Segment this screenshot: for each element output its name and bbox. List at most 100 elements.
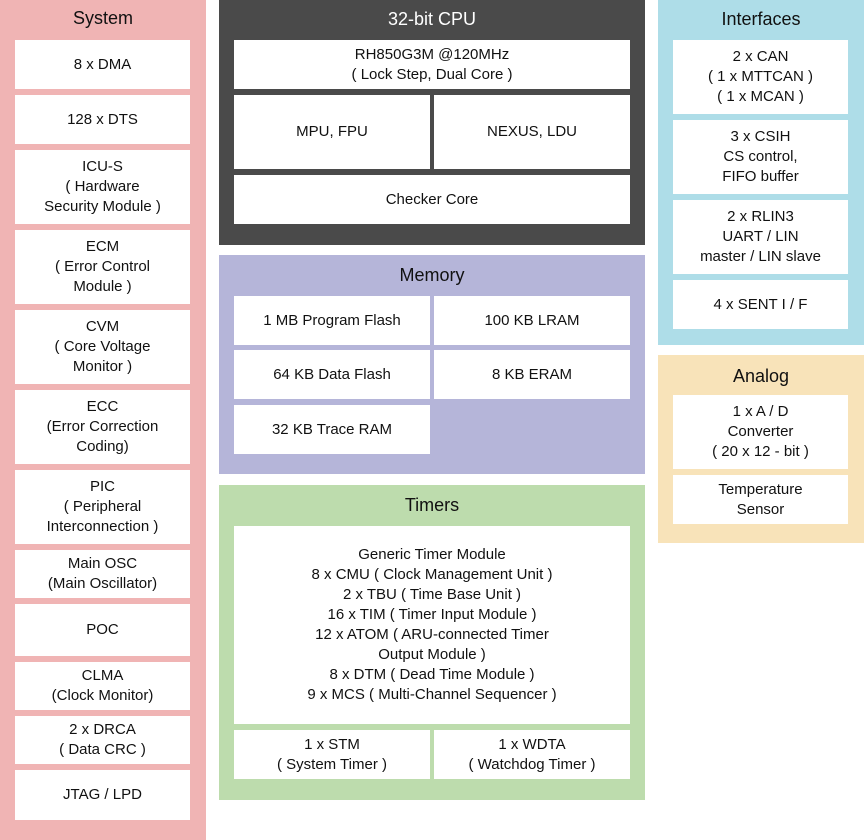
block: POC: [15, 604, 190, 656]
block-text: Sensor: [736, 500, 785, 518]
block-text: ( Lock Step, Dual Core ): [351, 65, 513, 83]
block: ECC (Error Correction Coding): [15, 390, 190, 464]
block-text: JTAG / LPD: [63, 786, 142, 803]
block-text: 2 x RLIN3: [727, 208, 794, 225]
block-text: ECM: [85, 238, 120, 255]
section-title: System: [72, 8, 133, 28]
block: 128 x DTS: [15, 95, 190, 144]
block: CLMA (Clock Monitor): [15, 662, 190, 710]
block: RH850G3M @120MHz ( Lock Step, Dual Core ): [234, 40, 630, 89]
block-text: PIC: [89, 478, 115, 495]
block-text: ( System Timer ): [276, 755, 387, 773]
block-text: ( Hardware: [65, 178, 140, 195]
block-text: 8 KB ERAM: [491, 365, 573, 383]
block-text: 100 KB LRAM: [484, 311, 580, 329]
block-text: Temperature: [718, 480, 803, 498]
block-text: 3 x CSIH: [730, 128, 791, 145]
block: 1 x WDTA ( Watchdog Timer ): [434, 730, 630, 779]
block-text: 64 KB Data Flash: [273, 365, 391, 383]
block: 2 x RLIN3 UART / LIN master / LIN slave: [673, 200, 848, 274]
block-text: (Error Correction: [46, 418, 159, 435]
block-text: CLMA: [81, 667, 124, 684]
block: MPU, FPU: [234, 95, 430, 169]
block-text: 2 x CAN: [732, 48, 789, 65]
block-text: MPU, FPU: [296, 123, 368, 140]
block: ICU-S ( Hardware Security Module ): [15, 150, 190, 224]
block-text: UART / LIN: [722, 228, 799, 245]
block: 2 x DRCA ( Data CRC ): [15, 716, 190, 764]
block-text: ECC: [86, 398, 119, 415]
block-text: ( Peripheral: [63, 498, 142, 515]
block: Main OSC (Main Oscillator): [15, 550, 190, 598]
block: Checker Core: [234, 175, 630, 224]
block: 1 x STM ( System Timer ): [234, 730, 430, 779]
block-text: 2 x TBU ( Time Base Unit ): [342, 586, 522, 603]
block: ECM ( Error Control Module ): [15, 230, 190, 304]
block-text: ( Core Voltage: [54, 338, 151, 355]
section-title: Timers: [404, 495, 460, 515]
section-panel: Timers Generic Timer Module 8 x CMU ( Cloc…: [219, 485, 645, 800]
block-text: 128 x DTS: [67, 110, 138, 128]
block-text: Output Module ): [378, 646, 486, 663]
block-text: 1 x STM: [304, 735, 360, 753]
block-text: 1 x WDTA: [498, 735, 566, 753]
block-text: CS control,: [723, 148, 798, 165]
section-title: Interfaces: [721, 9, 801, 29]
block-text: ICU-S: [82, 158, 123, 175]
block: Temperature Sensor: [673, 475, 848, 524]
block-text: ( 1 x MCAN ): [717, 88, 804, 105]
block-text: ( 20 x 12 - bit ): [712, 443, 809, 460]
block-text: RH850G3M @120MHz: [354, 45, 510, 63]
block: 8 x DMA: [15, 40, 190, 89]
block-text: ( Data CRC ): [59, 741, 146, 758]
block-text: 1 MB Program Flash: [263, 311, 401, 329]
block-text: Interconnection ): [46, 518, 159, 535]
block-text: Security Module ): [44, 198, 161, 215]
block-text: 12 x ATOM ( ARU-connected Timer: [315, 626, 549, 643]
section-title: Memory: [399, 265, 465, 285]
block: 3 x CSIH CS control, FIFO buffer: [673, 120, 848, 194]
block-text: 2 x DRCA: [69, 721, 136, 738]
block-text: 8 x DMA: [73, 55, 132, 73]
section-panel: Interfaces 2 x CAN ( 1 x MTTCAN ) ( 1 x MCA…: [658, 0, 864, 345]
block-text: 9 x MCS ( Multi-Channel Sequencer ): [307, 686, 557, 703]
block-text: 1 x A / D: [732, 403, 789, 420]
block-text: 8 x DTM ( Dead Time Module ): [329, 666, 535, 683]
block-text: NEXUS, LDU: [486, 123, 578, 140]
block: 2 x CAN ( 1 x MTTCAN ) ( 1 x MCAN ): [673, 40, 848, 114]
block-text: 8 x CMU ( Clock Management Unit ): [311, 566, 553, 583]
block: 8 KB ERAM: [434, 350, 630, 399]
block-text: Coding): [76, 438, 129, 455]
section-panel: 32-bit CPU RH850G3M @120MHz ( Lock Step, D…: [219, 0, 645, 245]
block-text: FIFO buffer: [722, 168, 799, 185]
block: CVM ( Core Voltage Monitor ): [15, 310, 190, 384]
block-text: ( Watchdog Timer ): [468, 755, 596, 773]
block: 1 MB Program Flash: [234, 296, 430, 345]
block-text: CVM: [85, 318, 120, 335]
block: JTAG / LPD: [15, 770, 190, 820]
block: 100 KB LRAM: [434, 296, 630, 345]
section-panel: Memory 1 MB Program Flash 100 KB LRAM 64 KB…: [219, 255, 645, 474]
block: 1 x A / D Converter ( 20 x 12 - bit ): [673, 395, 848, 469]
block-text: ( 1 x MTTCAN ): [708, 68, 813, 85]
block-text: Converter: [727, 423, 794, 440]
block: 64 KB Data Flash: [234, 350, 430, 399]
section-title: 32-bit CPU: [387, 9, 477, 29]
block: Generic Timer Module 8 x CMU ( Clock Mana…: [234, 526, 630, 724]
section-panel: System 8 x DMA 128 x DTS ICU-S ( Hardware Sec…: [0, 0, 206, 840]
block-text: Monitor ): [72, 358, 133, 375]
block-text: Module ): [73, 278, 132, 295]
block: PIC ( Peripheral Interconnection ): [15, 470, 190, 544]
block: 4 x SENT I / F: [673, 280, 848, 329]
block-text: Checker Core: [385, 190, 479, 208]
block-text: 4 x SENT I / F: [713, 295, 808, 313]
block-text: (Clock Monitor): [51, 687, 154, 704]
block-text: 32 KB Trace RAM: [271, 420, 393, 438]
block-text: POC: [86, 621, 119, 638]
block-text: Main OSC: [67, 555, 138, 572]
block-text: master / LIN slave: [700, 248, 821, 265]
block-text: Generic Timer Module: [358, 546, 506, 563]
block-text: ( Error Control: [54, 258, 151, 275]
block: 32 KB Trace RAM: [234, 405, 430, 454]
